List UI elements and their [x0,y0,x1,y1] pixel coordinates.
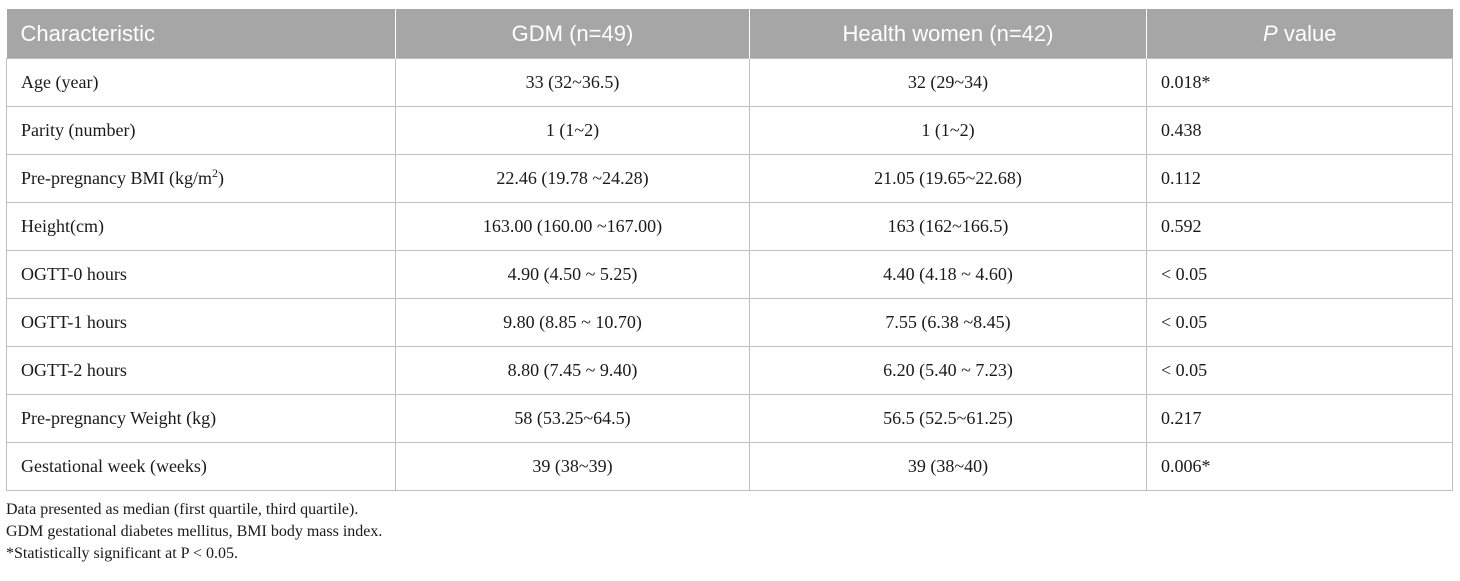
row-label: Height(cm) [6,202,396,251]
cell-gdm: 39 (38~39) [395,442,750,491]
header-p-value: P value [1146,9,1453,59]
row-label-close: ) [217,168,224,188]
header-characteristic: Characteristic [6,9,396,59]
cell-gdm: 163.00 (160.00 ~167.00) [395,202,750,251]
cell-health: 7.55 (6.38 ~8.45) [749,298,1147,347]
table-footnotes: Data presented as median (first quartile… [6,499,1452,565]
header-p-rest: value [1277,20,1337,46]
table-header: Characteristic GDM (n=49) Health women (… [6,9,1453,59]
cell-p-value: < 0.05 [1146,346,1453,395]
table-row: OGTT-2 hours 8.80 (7.45 ~ 9.40) 6.20 (5.… [6,346,1453,395]
row-label: OGTT-2 hours [6,346,396,395]
cell-p-value: < 0.05 [1146,298,1453,347]
row-label: OGTT-0 hours [6,250,396,299]
row-label: Age (year) [6,58,396,107]
cell-gdm: 58 (53.25~64.5) [395,394,750,443]
table-row: Parity (number) 1 (1~2) 1 (1~2) 0.438 [6,106,1453,155]
cell-gdm: 9.80 (8.85 ~ 10.70) [395,298,750,347]
cell-p-value: 0.018* [1146,58,1453,107]
header-row: Characteristic GDM (n=49) Health women (… [6,9,1453,59]
cell-health: 4.40 (4.18 ~ 4.60) [749,250,1147,299]
cell-health: 21.05 (19.65~22.68) [749,154,1147,203]
table-row: Gestational week (weeks) 39 (38~39) 39 (… [6,442,1453,491]
cell-gdm: 4.90 (4.50 ~ 5.25) [395,250,750,299]
cell-health: 32 (29~34) [749,58,1147,107]
row-label-superscript: 2 [211,166,218,180]
row-label: Pre-pregnancy BMI (kg/m2) [6,154,396,203]
footnote: Data presented as median (first quartile… [6,501,359,518]
footnote: GDM gestational diabetes mellitus, BMI b… [6,523,383,540]
row-label: Pre-pregnancy Weight (kg) [6,394,396,443]
row-label: Parity (number) [6,106,396,155]
row-label: Gestational week (weeks) [6,442,396,491]
table-row: OGTT-1 hours 9.80 (8.85 ~ 10.70) 7.55 (6… [6,298,1453,347]
cell-gdm: 1 (1~2) [395,106,750,155]
row-label-text: Pre-pregnancy BMI (kg/m [21,168,212,188]
cell-gdm: 33 (32~36.5) [395,58,750,107]
cell-health: 1 (1~2) [749,106,1147,155]
table-container: Characteristic GDM (n=49) Health women (… [6,9,1453,565]
cell-p-value: 0.438 [1146,106,1453,155]
cell-p-value: < 0.05 [1146,250,1453,299]
header-gdm: GDM (n=49) [395,9,750,59]
cell-health: 56.5 (52.5~61.25) [749,394,1147,443]
header-health-women: Health women (n=42) [749,9,1147,59]
table-row: Height(cm) 163.00 (160.00 ~167.00) 163 (… [6,202,1453,251]
cell-p-value: 0.006* [1146,442,1453,491]
table-row: Pre-pregnancy Weight (kg) 58 (53.25~64.5… [6,394,1453,443]
cell-gdm: 8.80 (7.45 ~ 9.40) [395,346,750,395]
cell-health: 39 (38~40) [749,442,1147,491]
cell-p-value: 0.217 [1146,394,1453,443]
row-label: OGTT-1 hours [6,298,396,347]
characteristics-table: Characteristic GDM (n=49) Health women (… [6,9,1453,491]
table-body: Age (year) 33 (32~36.5) 32 (29~34) 0.018… [6,58,1453,491]
cell-p-value: 0.592 [1146,202,1453,251]
cell-gdm: 22.46 (19.78 ~24.28) [395,154,750,203]
footnote: *Statistically significant at P < 0.05. [6,545,238,562]
header-p-italic: P [1263,20,1278,46]
cell-health: 163 (162~166.5) [749,202,1147,251]
cell-p-value: 0.112 [1146,154,1453,203]
table-row: Age (year) 33 (32~36.5) 32 (29~34) 0.018… [6,58,1453,107]
table-row: OGTT-0 hours 4.90 (4.50 ~ 5.25) 4.40 (4.… [6,250,1453,299]
table-row: Pre-pregnancy BMI (kg/m2) 22.46 (19.78 ~… [6,154,1453,203]
cell-health: 6.20 (5.40 ~ 7.23) [749,346,1147,395]
